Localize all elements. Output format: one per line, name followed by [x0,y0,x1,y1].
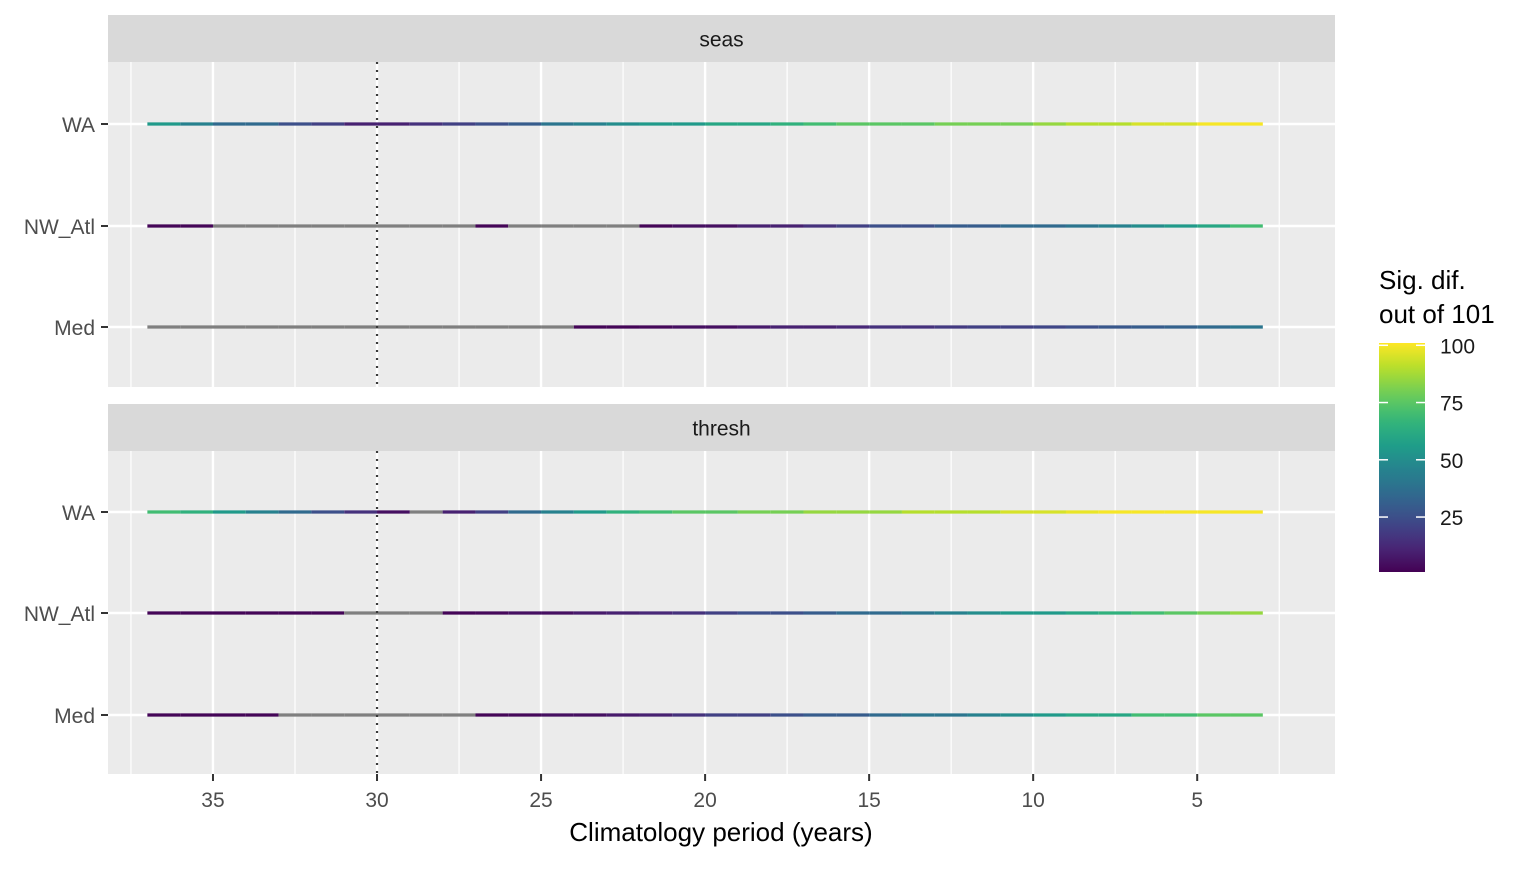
x-tick-label: 20 [693,789,716,812]
x-tick-label: 30 [365,789,388,812]
legend-ticks: 25 50 75 100 [1379,335,1475,530]
x-tick-label: 25 [529,789,552,812]
y-tick-label: WA [62,114,95,137]
legend: Sig. dif. out of 101 25 50 75 100 [1379,265,1495,572]
legend-tick-label: 75 [1440,393,1463,416]
y-tick-label: NW_Atl [24,216,95,239]
x-tick-label: 10 [1021,789,1044,812]
x-tick-label: 35 [201,789,224,812]
y-tick-label: WA [62,502,95,525]
facet-strip [108,404,1335,451]
legend-tick-label: 25 [1440,507,1463,530]
facet-strip [108,15,1335,62]
y-tick-label: Med [54,317,95,340]
x-axis-title: Climatology period (years) [569,817,872,847]
panels-layer: seas WA NW_Atl Med thresh WA NW_Atl Med [24,15,1335,774]
x-tick-label: 15 [857,789,880,812]
x-tick-label: 5 [1191,789,1203,812]
legend-title-line1: Sig. dif. [1379,265,1466,295]
legend-title-line2: out of 101 [1379,299,1495,329]
y-tick-label: Med [54,705,95,728]
legend-colorbar [1379,343,1425,572]
x-axis: 35 30 25 20 15 10 5 [201,774,1203,812]
facet-panel-seas: seas WA NW_Atl Med [24,15,1335,387]
facet-strip-label: seas [699,29,743,52]
legend-tick-label: 50 [1440,450,1463,473]
facet-strip-label: thresh [692,418,750,441]
legend-tick-label: 100 [1440,335,1475,358]
y-tick-label: NW_Atl [24,603,95,626]
facet-panel-thresh: thresh WA NW_Atl Med [24,404,1335,774]
